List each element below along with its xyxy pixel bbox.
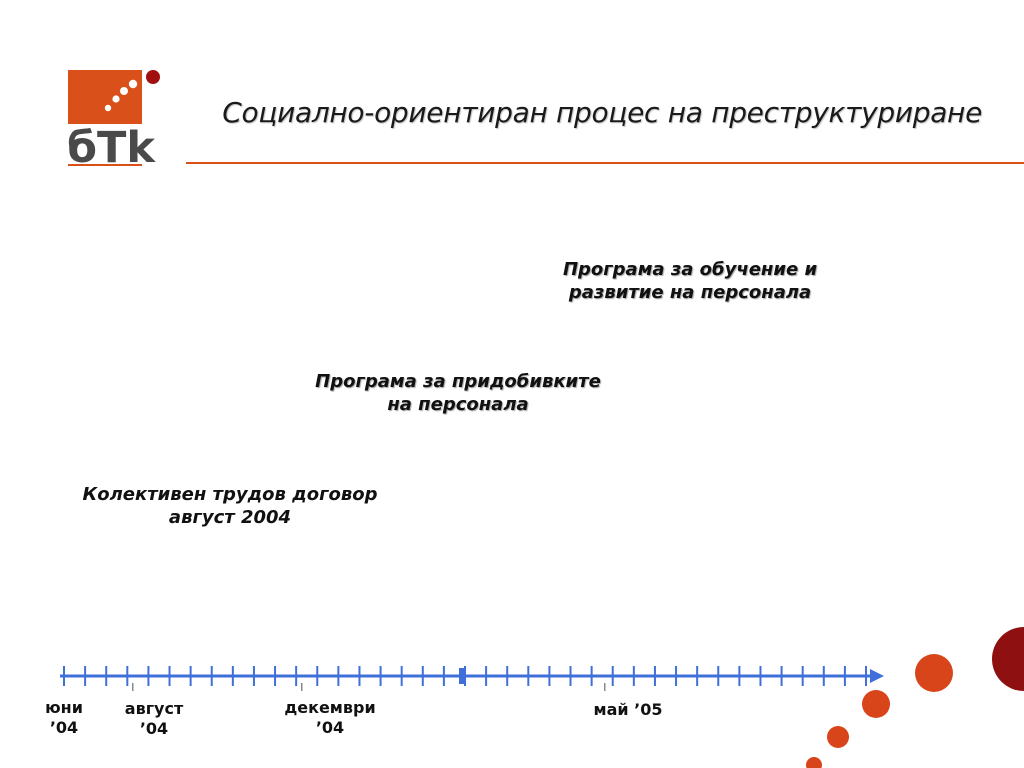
btk-logo: бTk <box>66 66 166 170</box>
logo-text: бTk <box>67 123 156 170</box>
timeline-label-june-04: юни ’04 <box>38 698 90 738</box>
timeline-arrowhead <box>870 669 884 683</box>
timeline-label-december-line1: декември <box>284 698 376 717</box>
milestone-benefits-program: Програма за придобивките на персонала <box>296 370 620 416</box>
page-title: Социално-ориентиран процес на преструкту… <box>222 96 982 129</box>
title-divider <box>186 162 1024 164</box>
timeline-label-december-04: декември ’04 <box>276 698 384 738</box>
decor-circle-large <box>915 654 953 692</box>
milestone-benefits-line2: на персонала <box>387 394 529 415</box>
milestone-training-line2: развитие на персонала <box>568 282 812 303</box>
timeline-label-august-line2: ’04 <box>139 719 169 738</box>
timeline-label-may-05: май ’05 <box>580 700 676 720</box>
logo-orange-block <box>68 70 142 124</box>
decor-circle-tiny <box>806 757 822 768</box>
timeline-label-december-line2: ’04 <box>315 718 345 737</box>
milestone-benefits-line1: Програма за придобивките <box>315 371 601 392</box>
logo-red-dot <box>146 70 160 84</box>
timeline-marker <box>459 668 464 684</box>
decorative-circles <box>800 620 1024 768</box>
milestone-collective-agreement: Колективен трудов договор август 2004 <box>62 483 398 529</box>
timeline-svg <box>60 666 884 691</box>
milestone-cla-line2: август 2004 <box>168 507 292 528</box>
decor-circle-medium <box>862 690 890 718</box>
decor-circle-small <box>827 726 849 748</box>
timeline-label-august-line1: август <box>124 699 184 718</box>
milestone-training-line1: Програма за обучение и <box>562 259 818 280</box>
milestone-training-program: Програма за обучение и развитие на персо… <box>540 258 840 304</box>
timeline-label-may-line1: май ’05 <box>593 700 663 719</box>
milestone-cla-line1: Колективен трудов договор <box>82 484 378 505</box>
timeline-label-june-line2: ’04 <box>49 718 79 737</box>
timeline-label-june-line1: юни <box>45 698 83 717</box>
timeline-axis <box>34 658 894 694</box>
decor-circle-dark <box>992 627 1024 691</box>
timeline-label-august-04: август ’04 <box>114 699 194 739</box>
timeline-ticks <box>63 666 867 686</box>
